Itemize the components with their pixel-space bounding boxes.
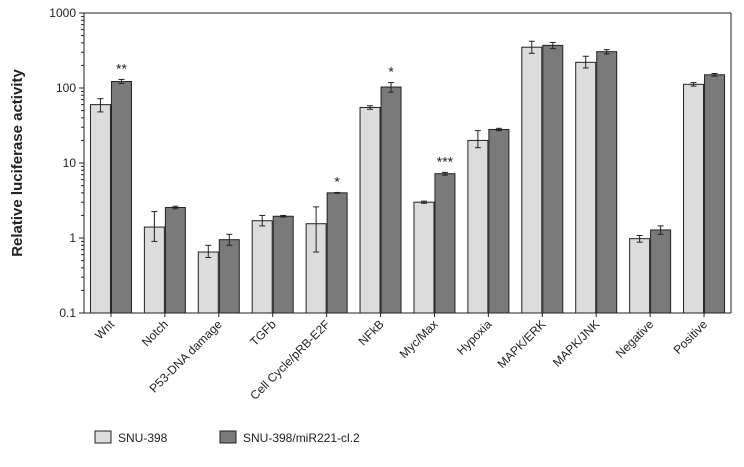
legend-swatch bbox=[94, 430, 112, 444]
bar-snu-398 bbox=[251, 220, 273, 314]
y-tick-label: 10 bbox=[63, 156, 77, 170]
bar-snu-398 bbox=[629, 238, 651, 314]
x-tick-label: Wnt bbox=[92, 317, 117, 342]
bar-snu-398-mir221 bbox=[380, 86, 402, 314]
x-tick-label: NFkB bbox=[356, 317, 387, 348]
bar-snu-398 bbox=[575, 61, 597, 314]
bar-snu-398-mir221 bbox=[110, 81, 132, 314]
bar-snu-398 bbox=[197, 251, 219, 314]
legend-label: SNU-398/miR221-cl.2 bbox=[243, 431, 360, 445]
x-tick-label: MAPK/JNK bbox=[550, 317, 602, 369]
bar-snu-398-mir221 bbox=[272, 215, 294, 314]
y-tick-label: 0.1 bbox=[59, 306, 76, 320]
bar-snu-398-mir221 bbox=[326, 192, 348, 314]
legend: SNU-398 SNU-398/miR221-cl.2 bbox=[94, 430, 360, 445]
bar-snu-398-mir221 bbox=[218, 239, 240, 314]
bar-snu-398 bbox=[467, 139, 489, 314]
bar-snu-398-mir221 bbox=[542, 44, 564, 314]
y-tick-label: 1 bbox=[69, 231, 76, 245]
legend-label: SNU-398 bbox=[118, 431, 168, 445]
x-tick-label: Positive bbox=[671, 317, 711, 357]
x-tick-label: MAPK/ERK bbox=[495, 317, 549, 371]
x-tick-label: Hypoxia bbox=[454, 317, 495, 358]
bar-snu-398-mir221 bbox=[704, 74, 726, 314]
legend-swatch bbox=[219, 430, 237, 444]
bar-snu-398 bbox=[683, 83, 705, 314]
y-tick-label: 100 bbox=[56, 81, 76, 95]
bar-snu-398 bbox=[413, 201, 435, 314]
significance-annotation: * bbox=[334, 173, 340, 189]
x-tick-label: Myc/Max bbox=[397, 317, 441, 361]
bar-snu-398 bbox=[359, 106, 381, 314]
x-tick-label: TGFb bbox=[247, 317, 279, 349]
y-tick-label: 1000 bbox=[49, 6, 76, 20]
bar-snu-398-mir221 bbox=[164, 207, 186, 314]
bar-snu-398-mir221 bbox=[434, 173, 456, 314]
significance-annotation: ** bbox=[116, 60, 127, 76]
significance-annotation: * bbox=[388, 64, 394, 80]
bar-snu-398-mir221 bbox=[488, 128, 510, 314]
bar-snu-398 bbox=[89, 104, 111, 314]
bar-snu-398-mir221 bbox=[596, 51, 618, 314]
bar-snu-398-mir221 bbox=[650, 229, 672, 314]
x-tick-label: Negative bbox=[613, 317, 657, 361]
significance-annotation: *** bbox=[437, 153, 454, 169]
y-axis-label: Relative luciferase activity bbox=[9, 69, 26, 257]
bar-snu-398 bbox=[521, 46, 543, 314]
x-tick-label: Notch bbox=[139, 317, 171, 349]
